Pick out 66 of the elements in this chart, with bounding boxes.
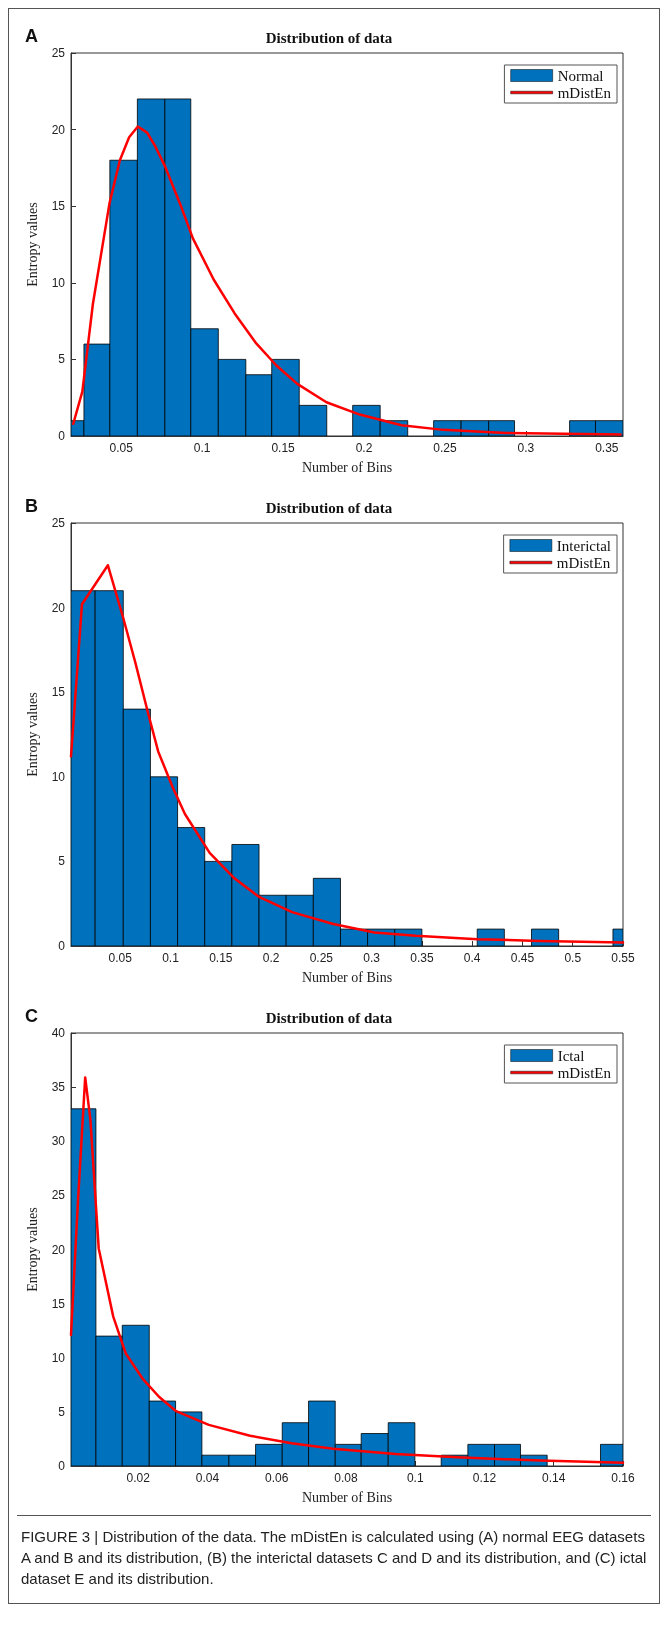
y-tick-label: 20 xyxy=(51,1242,66,1257)
y-tick-label: 25 xyxy=(51,1188,66,1203)
x-axis-title: Number of Bins xyxy=(301,969,393,985)
legend-label: Normal xyxy=(557,67,604,84)
y-tick-label: 15 xyxy=(51,685,66,700)
legend-label: Ictal xyxy=(557,1047,585,1064)
x-axis-title: Number of Bins xyxy=(301,1489,393,1505)
y-tick-label: 25 xyxy=(51,516,66,530)
x-tick-label: 0.3 xyxy=(517,441,535,455)
y-tick-label: 20 xyxy=(51,122,66,137)
y-tick-label: 15 xyxy=(51,1296,66,1311)
text: B xyxy=(25,496,38,516)
text: C xyxy=(25,1006,38,1026)
y-tick-label: 15 xyxy=(51,199,66,214)
y-tick-label: 5 xyxy=(58,854,66,869)
x-tick-label: 0.2 xyxy=(262,951,280,965)
x-tick-label: 0.15 xyxy=(209,951,233,965)
legend-label: mDistEn xyxy=(557,1064,612,1081)
x-tick-label: 0.14 xyxy=(542,1471,566,1485)
chart-title: Distribution of data xyxy=(265,1009,393,1026)
x-tick-label: 0.45 xyxy=(510,951,535,965)
x-tick-label: 0.55 xyxy=(611,951,635,965)
x-axis-title: Number of Bins xyxy=(301,459,393,475)
x-tick-label: 0.12 xyxy=(472,1471,497,1485)
x-tick-label: 0.15 xyxy=(271,441,296,455)
y-tick-label: 30 xyxy=(51,1134,66,1149)
y-tick-label: 20 xyxy=(51,600,66,615)
x-tick-label: 0.04 xyxy=(195,1471,220,1485)
legend-label: mDistEn xyxy=(557,84,612,101)
y-axis-title: Entropy values xyxy=(24,692,40,777)
y-tick-label: 0 xyxy=(58,939,66,953)
text: A xyxy=(25,26,38,46)
caption: FIGURE 3 | Distribution of the data. The mDistEn is calculated using (A) normal EEG datasets A and B and its distribution, (B) the interictal datasets C and D and its distribution, and (C) ictal dataset E and its distribution. xyxy=(21,1527,647,1589)
y-tick-label: 10 xyxy=(51,769,66,784)
x-tick-label: 0.1 xyxy=(162,951,180,965)
y-tick-label: 25 xyxy=(51,46,66,60)
chart-title: Distribution of data xyxy=(265,29,393,46)
x-tick-label: 0.25 xyxy=(433,441,457,455)
x-tick-label: 0.05 xyxy=(109,441,134,455)
x-tick-label: 0.16 xyxy=(611,1471,635,1485)
legend-label: Interictal xyxy=(556,537,612,554)
x-tick-label: 0.3 xyxy=(363,951,381,965)
x-tick-label: 0.08 xyxy=(334,1471,358,1485)
y-tick-label: 5 xyxy=(58,1404,66,1419)
y-tick-label: 0 xyxy=(58,429,66,443)
y-tick-label: 10 xyxy=(51,1350,66,1365)
x-tick-label: 0.1 xyxy=(406,1471,424,1485)
x-tick-label: 0.1 xyxy=(193,441,211,455)
x-tick-label: 0.4 xyxy=(463,951,481,965)
x-tick-label: 0.05 xyxy=(108,951,133,965)
x-tick-label: 0.25 xyxy=(309,951,334,965)
x-tick-label: 0.35 xyxy=(595,441,619,455)
y-axis-title: Entropy values xyxy=(24,1207,40,1292)
y-tick-label: 0 xyxy=(58,1459,66,1473)
x-tick-label: 0.35 xyxy=(410,951,434,965)
y-tick-label: 35 xyxy=(51,1080,66,1095)
y-tick-label: 10 xyxy=(51,275,66,290)
chart-title: Distribution of data xyxy=(265,499,393,516)
legend-label: mDistEn xyxy=(556,554,611,571)
x-tick-label: 0.06 xyxy=(265,1471,289,1485)
x-tick-label: 0.2 xyxy=(355,441,373,455)
x-tick-label: 0.5 xyxy=(564,951,582,965)
y-tick-label: 40 xyxy=(51,1026,66,1040)
x-tick-label: 0.02 xyxy=(126,1471,151,1485)
y-tick-label: 5 xyxy=(58,352,66,367)
y-axis-title: Entropy values xyxy=(24,202,40,287)
